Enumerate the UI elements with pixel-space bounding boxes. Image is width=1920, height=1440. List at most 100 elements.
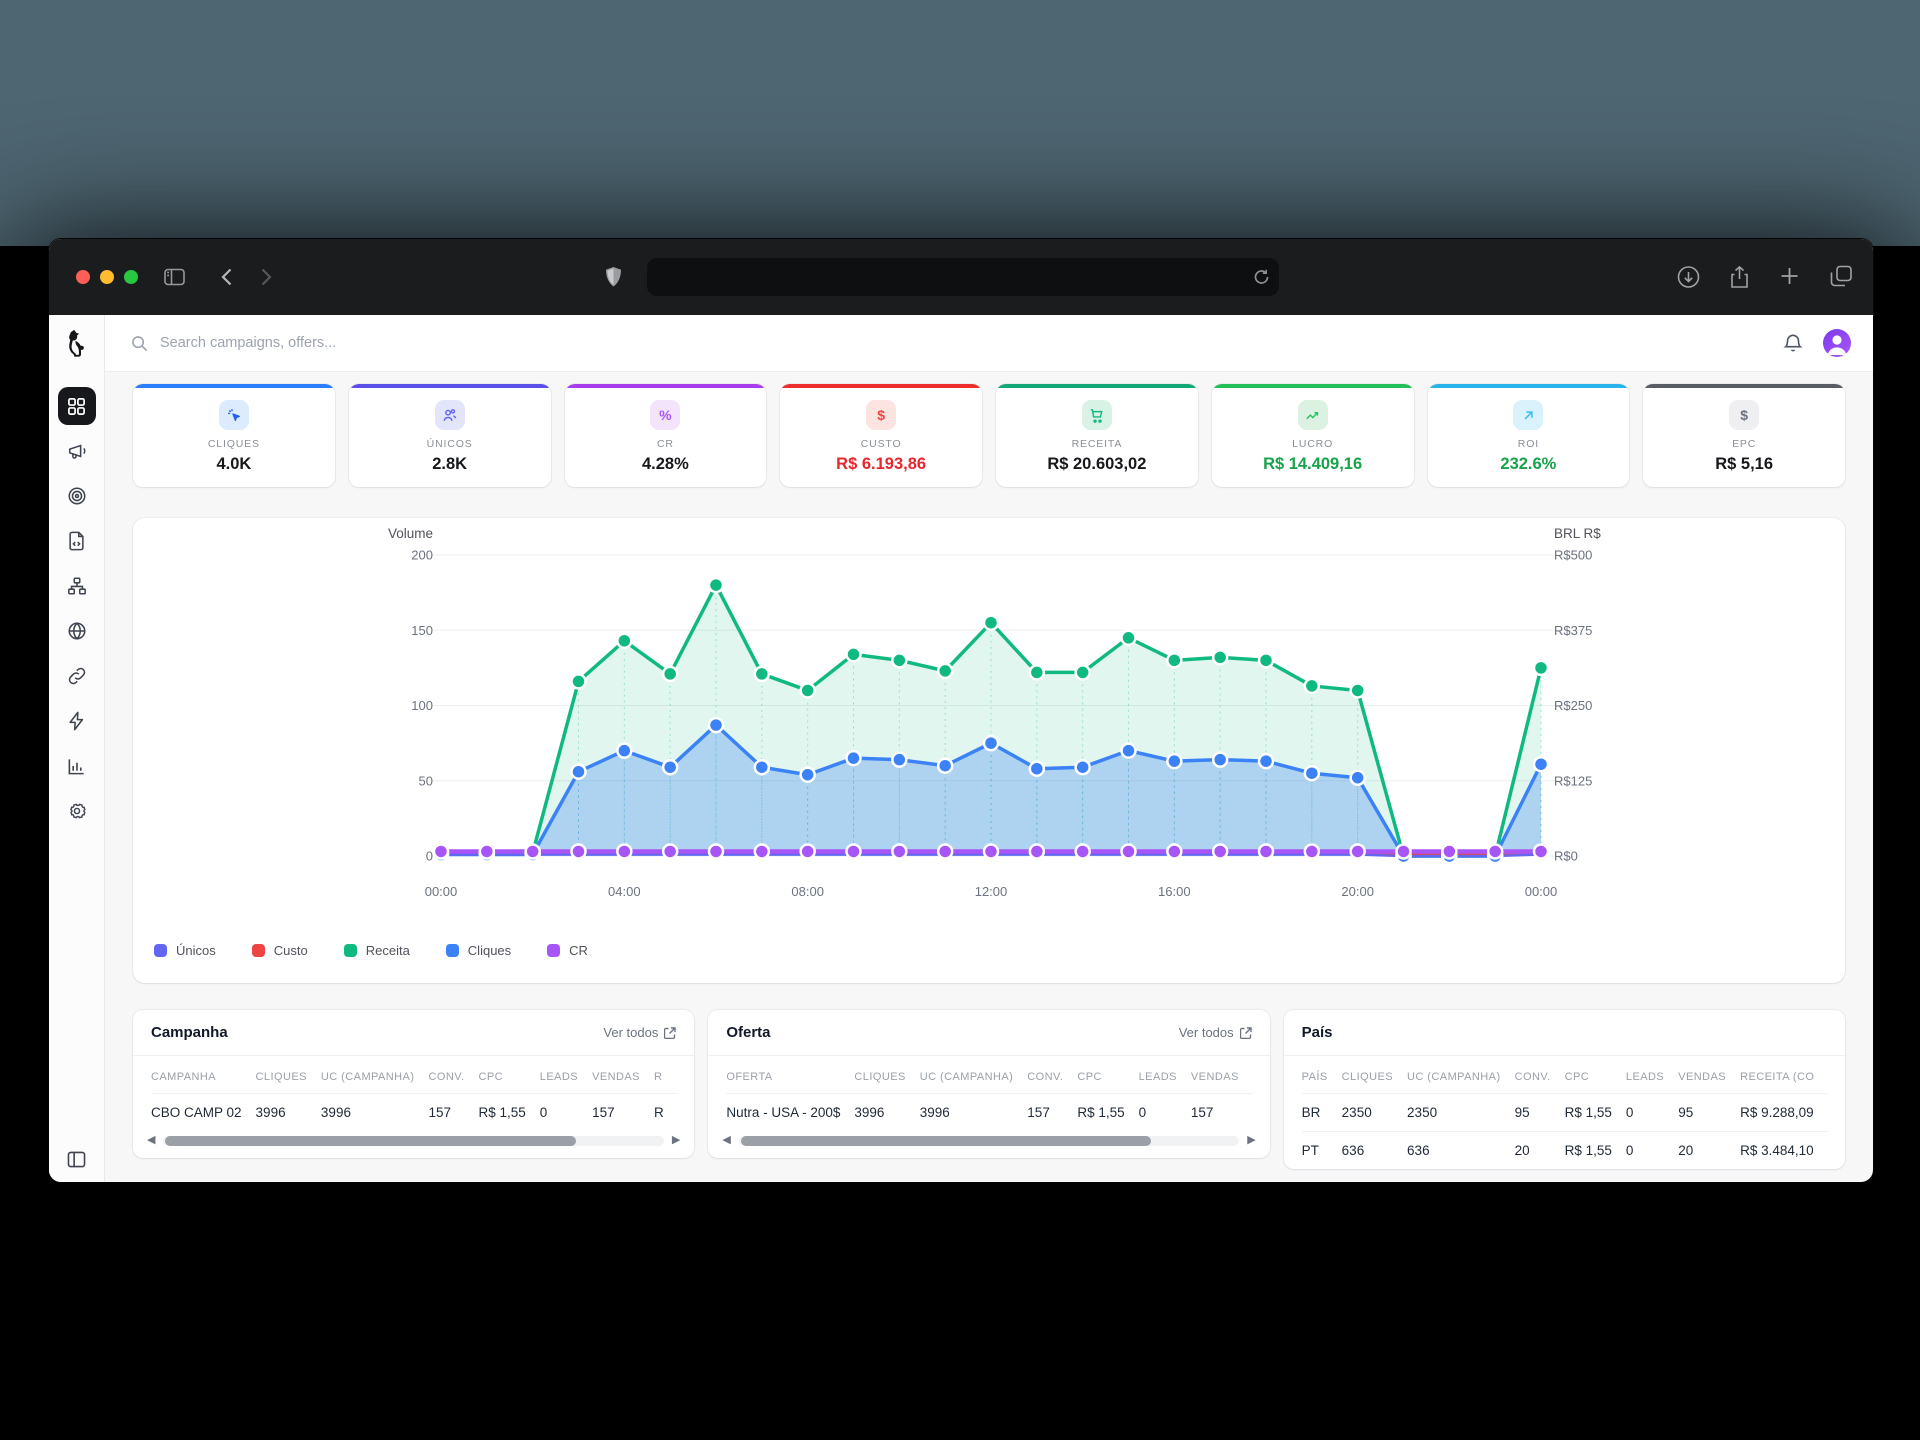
column-header: VENDAS bbox=[1190, 1071, 1239, 1083]
kpi-value: 4.0K bbox=[216, 455, 252, 473]
kpi-card-receita: RECEITA R$ 20.603,02 bbox=[996, 384, 1198, 487]
zoom-window-button[interactable] bbox=[124, 270, 138, 284]
external-link-icon bbox=[664, 1026, 677, 1039]
pais-table: PAÍS CLIQUES UC (CAMPANHA) CONV. CPC LEADS VEN… bbox=[1301, 1058, 1829, 1169]
app-logo[interactable] bbox=[49, 315, 104, 371]
campanha-hscrollbar: ◀ ▶ bbox=[133, 1131, 694, 1158]
sidebar-item-flows[interactable] bbox=[58, 567, 96, 605]
search-input[interactable] bbox=[158, 334, 582, 352]
kpi-label: ROI bbox=[1517, 438, 1539, 450]
avatar[interactable] bbox=[1823, 329, 1851, 357]
campanha-table: CAMPANHA CLIQUES UC (CAMPANHA) CONV. CPC LEAD… bbox=[151, 1058, 678, 1131]
sidebar-item-offers[interactable] bbox=[58, 477, 96, 515]
column-header: R bbox=[653, 1071, 663, 1083]
table-cell: 20 bbox=[1514, 1131, 1565, 1169]
tab-overview-icon[interactable] bbox=[1830, 265, 1853, 289]
bell-icon[interactable] bbox=[1783, 333, 1803, 354]
minimize-window-button[interactable] bbox=[100, 270, 114, 284]
traffic-chart: 0 R$0 50 R$125 100 R$250 150 R$375 200 R$500 Volum… bbox=[388, 526, 1601, 899]
shield-icon[interactable] bbox=[605, 267, 622, 288]
kpi-card-cr: % CR 4.28% bbox=[564, 384, 767, 487]
table-cell: 3996 bbox=[919, 1093, 1028, 1131]
trend-up-icon bbox=[1297, 400, 1328, 430]
kpi-label: CLIQUES bbox=[207, 438, 260, 450]
arrow-up-right-icon bbox=[1513, 400, 1544, 430]
column-header: CPC bbox=[478, 1071, 504, 1083]
traffic-chart-card: 0 R$0 50 R$125 100 R$250 150 R$375 200 R$500 Volum… bbox=[133, 518, 1845, 983]
column-header: RECEITA (CO bbox=[1740, 1071, 1815, 1083]
sidebar-item-settings[interactable] bbox=[58, 792, 96, 830]
globe-icon bbox=[67, 621, 87, 641]
legend-item-custo[interactable]: Custo bbox=[251, 943, 308, 958]
scroll-thumb[interactable] bbox=[165, 1135, 576, 1146]
table-row[interactable]: CBO CAMP 02 3996 3996 157 R$ 1,55 0 157 R bbox=[151, 1093, 678, 1131]
svg-text:150: 150 bbox=[411, 623, 433, 638]
scroll-right-icon[interactable]: ▶ bbox=[1247, 1134, 1256, 1146]
legend-item-receita[interactable]: Receita bbox=[343, 943, 410, 958]
scroll-thumb[interactable] bbox=[740, 1135, 1152, 1146]
back-icon[interactable] bbox=[221, 268, 232, 286]
oferta-ver-todos-link[interactable]: Ver todos bbox=[1179, 1025, 1252, 1040]
share-icon[interactable] bbox=[1730, 265, 1749, 289]
table-cell: 95 bbox=[1678, 1093, 1741, 1132]
sidebar-item-landing-pages[interactable] bbox=[58, 522, 96, 560]
column-header: OFERTA bbox=[726, 1071, 773, 1083]
dashboard-grid-icon bbox=[67, 397, 86, 416]
legend-item-unicos[interactable]: Únicos bbox=[154, 943, 216, 958]
column-header: CONV. bbox=[1514, 1071, 1551, 1083]
scroll-left-icon[interactable]: ◀ bbox=[722, 1134, 731, 1146]
svg-text:12:00: 12:00 bbox=[975, 884, 1008, 899]
sidebar-item-reports[interactable] bbox=[58, 747, 96, 785]
scroll-track[interactable] bbox=[163, 1135, 664, 1146]
kpi-label: CUSTO bbox=[860, 438, 902, 450]
kpi-value: R$ 5,16 bbox=[1715, 455, 1774, 473]
sidebar-item-integrations[interactable] bbox=[58, 702, 96, 740]
scroll-left-icon[interactable]: ◀ bbox=[147, 1134, 156, 1146]
kpi-value: 4.28% bbox=[641, 455, 689, 473]
panel-toggle-icon bbox=[67, 1151, 86, 1168]
svg-text:200: 200 bbox=[411, 548, 433, 563]
sidebar-collapse-button[interactable] bbox=[49, 1151, 104, 1168]
legend-item-cliques[interactable]: Cliques bbox=[445, 943, 511, 958]
sidebar-item-campaigns[interactable] bbox=[58, 432, 96, 470]
table-cell: R$ 9.288,09 bbox=[1740, 1093, 1829, 1132]
new-tab-icon[interactable] bbox=[1779, 266, 1800, 289]
close-window-button[interactable] bbox=[76, 270, 90, 284]
downloads-icon[interactable] bbox=[1677, 266, 1700, 289]
users-icon bbox=[434, 400, 465, 430]
scroll-right-icon[interactable]: ▶ bbox=[671, 1134, 681, 1146]
legend-label: Custo bbox=[273, 943, 308, 958]
forward-icon[interactable] bbox=[261, 268, 272, 286]
oferta-card: Oferta Ver todos OFERTA CLIQUES UC (CAMPAN… bbox=[708, 1010, 1270, 1158]
table-row[interactable]: PT 636 636 20 R$ 1,55 0 20 R$ 3.484,10 bbox=[1301, 1131, 1829, 1169]
kpi-card-epc: $ EPC R$ 5,16 bbox=[1643, 384, 1845, 487]
kpi-accent-bar bbox=[1427, 384, 1630, 388]
address-bar[interactable] bbox=[647, 258, 1279, 296]
reload-icon[interactable] bbox=[1254, 269, 1269, 285]
breakdown-tables: Campanha Ver todos CAMPANHA CLIQUES UC (CA… bbox=[133, 1010, 1845, 1169]
global-search[interactable] bbox=[131, 334, 1783, 352]
table-cell: 636 bbox=[1407, 1131, 1515, 1169]
kpi-accent-bar bbox=[1643, 384, 1845, 388]
table-cell: 2350 bbox=[1341, 1093, 1408, 1132]
table-cell: 157 bbox=[428, 1093, 479, 1131]
sidebar-item-links[interactable] bbox=[58, 657, 96, 695]
sidebar-item-domains[interactable] bbox=[58, 612, 96, 650]
bar-chart-icon bbox=[67, 757, 86, 776]
table-row[interactable]: Nutra - USA - 200$ 3996 3996 157 R$ 1,55 0 157 bbox=[726, 1093, 1253, 1131]
table-cell: BR bbox=[1301, 1093, 1342, 1132]
table-cell: 0 bbox=[1138, 1093, 1191, 1131]
kpi-label: RECEITA bbox=[1071, 438, 1123, 450]
legend-item-cr[interactable]: CR bbox=[547, 943, 588, 958]
campanha-ver-todos-link[interactable]: Ver todos bbox=[603, 1025, 677, 1040]
column-header: PAÍS bbox=[1301, 1071, 1328, 1083]
scroll-track[interactable] bbox=[738, 1135, 1240, 1146]
browser-window: CLIQUES 4.0K ÚNICOS 2.8K% CR 4.28% $ CUSTO R$ 6.… bbox=[49, 239, 1873, 1182]
sidebar-item-dashboard[interactable] bbox=[57, 387, 96, 425]
browser-sidebar-toggle-icon[interactable] bbox=[164, 268, 185, 286]
desktop-background bbox=[0, 0, 1920, 246]
svg-text:50: 50 bbox=[419, 773, 433, 788]
kpi-label: ÚNICOS bbox=[426, 438, 473, 450]
table-row[interactable]: BR 2350 2350 95 R$ 1,55 0 95 R$ 9.288,09 bbox=[1301, 1093, 1829, 1132]
address-input[interactable] bbox=[647, 269, 1254, 285]
